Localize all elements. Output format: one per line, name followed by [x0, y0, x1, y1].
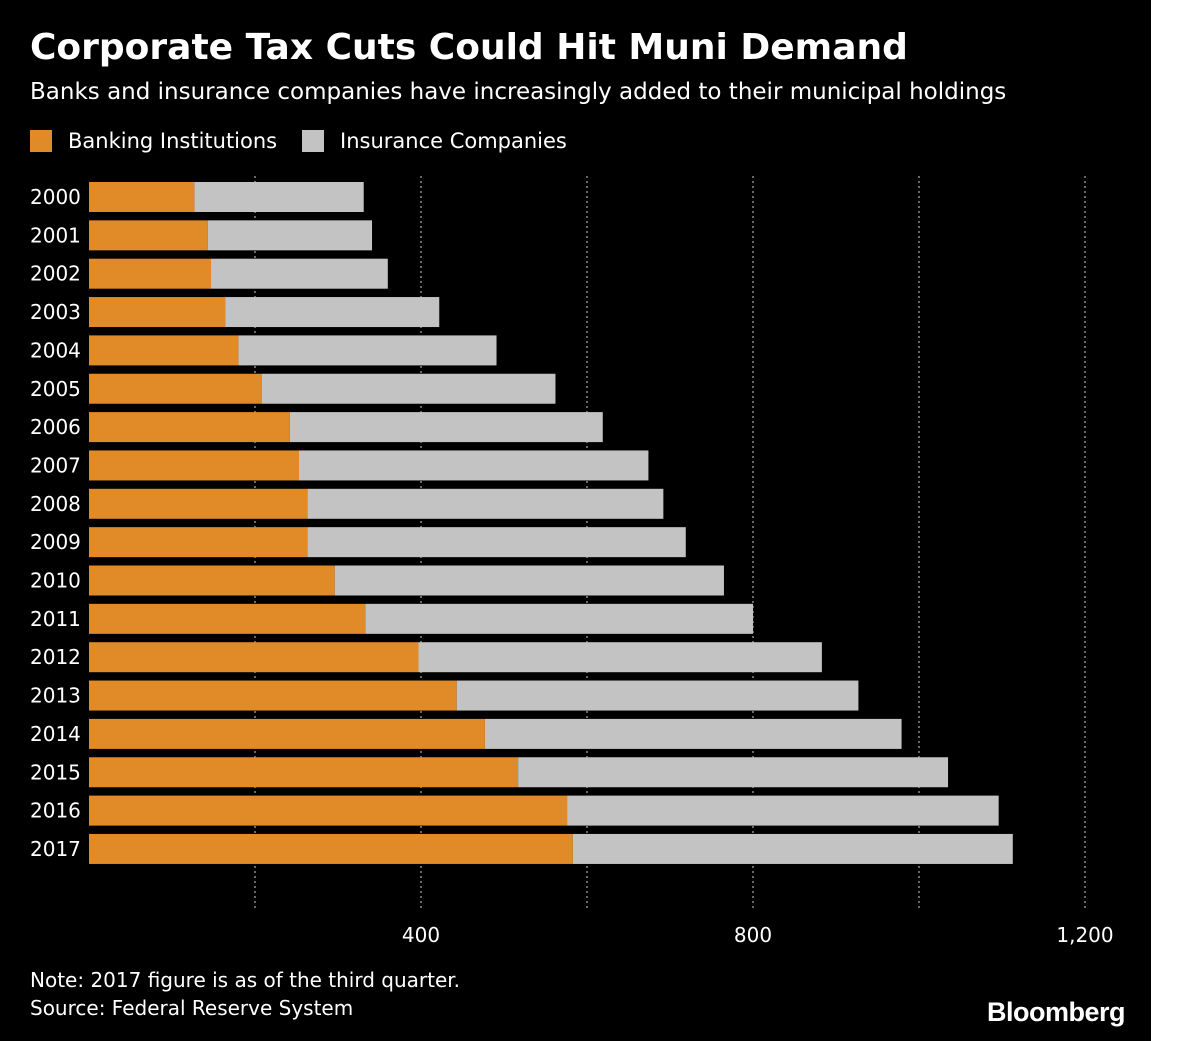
- chart-subtitle: Banks and insurance companies have incre…: [30, 79, 1007, 105]
- legend-swatch-banking: [30, 130, 52, 152]
- bar-banking: [89, 220, 208, 251]
- bar-banking: [89, 258, 212, 289]
- bar-banking: [89, 182, 195, 212]
- y-tick-label: 2011: [30, 607, 81, 631]
- y-tick-label: 2001: [30, 223, 81, 247]
- legend-swatch-insurance: [302, 130, 324, 152]
- bar-banking: [89, 680, 457, 711]
- y-tick-label: 2002: [30, 262, 81, 286]
- y-tick-label: 2005: [30, 377, 81, 401]
- bar-insurance: [567, 795, 999, 826]
- y-tick-label: 2004: [30, 338, 81, 362]
- bar-banking: [89, 335, 239, 366]
- x-tick-label: 800: [734, 923, 772, 947]
- y-tick-label: 2014: [30, 722, 81, 746]
- bar-insurance: [572, 833, 1013, 864]
- bar-insurance: [194, 182, 364, 212]
- bar-banking: [89, 603, 366, 634]
- bar-insurance: [211, 258, 388, 289]
- bar-banking: [89, 373, 262, 404]
- bar-banking: [89, 412, 290, 443]
- bar-insurance: [289, 412, 603, 443]
- chart-title: Corporate Tax Cuts Could Hit Muni Demand: [30, 27, 908, 68]
- y-tick-label: 2000: [30, 185, 81, 209]
- bar-banking: [89, 297, 226, 328]
- bar-insurance: [456, 680, 859, 711]
- legend-label-insurance: Insurance Companies: [340, 129, 567, 153]
- chart-note: Note: 2017 figure is as of the third qua…: [30, 968, 461, 992]
- bar-insurance: [418, 642, 822, 673]
- y-tick-label: 2006: [30, 415, 81, 439]
- x-tick-label: 400: [402, 923, 440, 947]
- stacked-bar-chart: 400 800 1,200 2000 2001 2002 2003 2004 2005 2006 2…: [30, 176, 1114, 947]
- bar-insurance: [307, 527, 686, 558]
- bar-insurance: [225, 297, 440, 328]
- bloomberg-logo: Bloomberg: [986, 997, 1126, 1027]
- bar-banking: [89, 450, 299, 481]
- bar-banking: [89, 527, 308, 558]
- y-tick-label: 2010: [30, 569, 81, 593]
- y-tick-label: 2003: [30, 300, 81, 324]
- y-tick-label: 2015: [30, 760, 81, 784]
- bar-insurance: [334, 565, 724, 596]
- bar-insurance: [307, 488, 664, 519]
- legend-label-banking: Banking Institutions: [68, 129, 278, 153]
- y-tick-label: 2013: [30, 684, 81, 708]
- y-tick-label: 2012: [30, 645, 81, 669]
- y-tick-label: 2007: [30, 453, 81, 477]
- y-tick-label: 2016: [30, 799, 81, 823]
- bar-insurance: [298, 450, 649, 481]
- bar-banking: [89, 833, 573, 864]
- bar-insurance: [207, 220, 373, 251]
- bar-insurance: [365, 603, 753, 634]
- y-tick-label: 2008: [30, 492, 81, 516]
- x-tick-label: 1,200: [1056, 923, 1113, 947]
- bar-banking: [89, 642, 419, 673]
- bar-banking: [89, 795, 568, 826]
- bar-banking: [89, 488, 308, 519]
- chart-source: Source: Federal Reserve System: [30, 996, 354, 1020]
- bar-insurance: [518, 757, 949, 788]
- y-tick-label: 2017: [30, 837, 81, 861]
- bar-insurance: [484, 718, 902, 749]
- bar-banking: [89, 718, 485, 749]
- chart-frame: Corporate Tax Cuts Could Hit Muni Demand…: [0, 0, 1151, 1041]
- bar-insurance: [261, 373, 556, 404]
- bar-banking: [89, 757, 519, 788]
- y-tick-label: 2009: [30, 530, 81, 554]
- bar-banking: [89, 565, 335, 596]
- bar-insurance: [238, 335, 497, 366]
